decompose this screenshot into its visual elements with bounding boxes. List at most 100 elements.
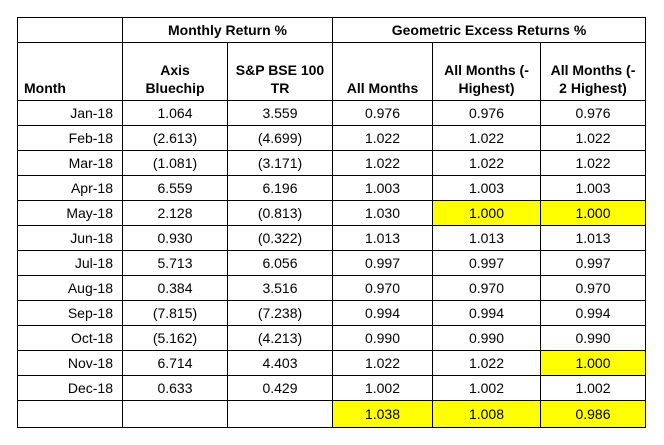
total-cell: 1.008 [432,400,541,428]
value-cell: 1.064 [122,100,228,126]
group-header: Monthly Return % [122,17,333,43]
column-header: Axis Bluechip [122,42,228,101]
table-row: Jul-18 5.713 6.056 0.997 0.997 0.997 [17,250,646,276]
value-cell: 0.429 [227,375,333,401]
value-cell: 1.000 [540,200,646,226]
blank-cell [122,400,228,428]
month-cell: May-18 [17,200,123,226]
table-row: Jan-18 1.064 3.559 0.976 0.976 0.976 [17,100,646,126]
value-cell: (0.322) [227,225,333,251]
month-cell: Dec-18 [17,375,123,401]
value-cell: 1.022 [332,150,433,176]
value-cell: 1.013 [540,225,646,251]
month-cell: Jun-18 [17,225,123,251]
column-header-row: Month Axis Bluechip S&P BSE 100 TR All Mont… [17,42,646,101]
value-cell: 0.976 [432,100,541,126]
value-cell: 6.056 [227,250,333,276]
month-cell: Apr-18 [17,175,123,201]
value-cell: 1.013 [432,225,541,251]
value-cell: (1.081) [122,150,228,176]
value-cell: 0.976 [332,100,433,126]
value-cell: 0.990 [540,325,646,351]
value-cell: 0.970 [540,275,646,301]
value-cell: 1.022 [332,125,433,151]
value-cell: 1.003 [332,175,433,201]
value-cell: 0.930 [122,225,228,251]
value-cell: 2.128 [122,200,228,226]
value-cell: (0.813) [227,200,333,226]
value-cell: (5.162) [122,325,228,351]
value-cell: 4.403 [227,350,333,376]
value-cell: 0.997 [332,250,433,276]
group-header: Geometric Excess Returns % [332,17,646,43]
returns-table: Monthly Return % Geometric Excess Return… [17,17,646,428]
value-cell: 1.002 [540,375,646,401]
column-header: S&P BSE 100 TR [227,42,333,101]
blank-cell [227,400,333,428]
value-cell: 5.713 [122,250,228,276]
value-cell: 0.633 [122,375,228,401]
table-row: Oct-18 (5.162) (4.213) 0.990 0.990 0.990 [17,325,646,351]
value-cell: (2.613) [122,125,228,151]
value-cell: 0.994 [332,300,433,326]
value-cell: 0.976 [540,100,646,126]
value-cell: (4.213) [227,325,333,351]
month-cell: Feb-18 [17,125,123,151]
value-cell: 6.714 [122,350,228,376]
value-cell: 1.002 [432,375,541,401]
value-cell: 0.994 [540,300,646,326]
value-cell: 0.970 [432,275,541,301]
month-cell: Jul-18 [17,250,123,276]
month-cell: Oct-18 [17,325,123,351]
value-cell: 3.516 [227,275,333,301]
value-cell: 1.022 [432,125,541,151]
column-header: All Months (-Highest) [432,42,541,101]
value-cell: 6.559 [122,175,228,201]
value-cell: 1.003 [540,175,646,201]
blank-cell [17,17,123,43]
value-cell: 1.030 [332,200,433,226]
table-body: Jan-18 1.064 3.559 0.976 0.976 0.976 Feb-18 (2.… [17,100,646,428]
month-cell: Jan-18 [17,100,123,126]
value-cell: 1.000 [540,350,646,376]
table-row: Feb-18 (2.613) (4.699) 1.022 1.022 1.022 [17,125,646,151]
value-cell: 1.003 [432,175,541,201]
month-cell: Aug-18 [17,275,123,301]
value-cell: (3.171) [227,150,333,176]
table-row: Sep-18 (7.815) (7.238) 0.994 0.994 0.994 [17,300,646,326]
value-cell: 1.022 [332,350,433,376]
blank-cell [17,400,123,428]
total-cell: 1.038 [332,400,433,428]
column-header: All Months (- 2 Highest) [540,42,646,101]
table-row: Jun-18 0.930 (0.322) 1.013 1.013 1.013 [17,225,646,251]
value-cell: 1.022 [540,125,646,151]
table-row: Dec-18 0.633 0.429 1.002 1.002 1.002 [17,375,646,401]
value-cell: (4.699) [227,125,333,151]
value-cell: 1.000 [432,200,541,226]
table-row: May-18 2.128 (0.813) 1.030 1.000 1.000 [17,200,646,226]
table-row: Aug-18 0.384 3.516 0.970 0.970 0.970 [17,275,646,301]
table-row: Apr-18 6.559 6.196 1.003 1.003 1.003 [17,175,646,201]
value-cell: 3.559 [227,100,333,126]
table-row: Mar-18 (1.081) (3.171) 1.022 1.022 1.022 [17,150,646,176]
group-header-row: Monthly Return % Geometric Excess Return… [17,17,646,43]
value-cell: 0.384 [122,275,228,301]
month-cell: Nov-18 [17,350,123,376]
value-cell: 0.997 [540,250,646,276]
value-cell: 6.196 [227,175,333,201]
value-cell: 1.022 [432,150,541,176]
month-cell: Mar-18 [17,150,123,176]
column-header: All Months [332,42,433,101]
value-cell: 1.022 [540,150,646,176]
value-cell: 0.990 [432,325,541,351]
value-cell: 0.994 [432,300,541,326]
month-cell: Sep-18 [17,300,123,326]
value-cell: 1.002 [332,375,433,401]
value-cell: 1.013 [332,225,433,251]
column-header: Month [17,42,123,101]
value-cell: (7.238) [227,300,333,326]
value-cell: 0.997 [432,250,541,276]
value-cell: (7.815) [122,300,228,326]
value-cell: 1.022 [432,350,541,376]
